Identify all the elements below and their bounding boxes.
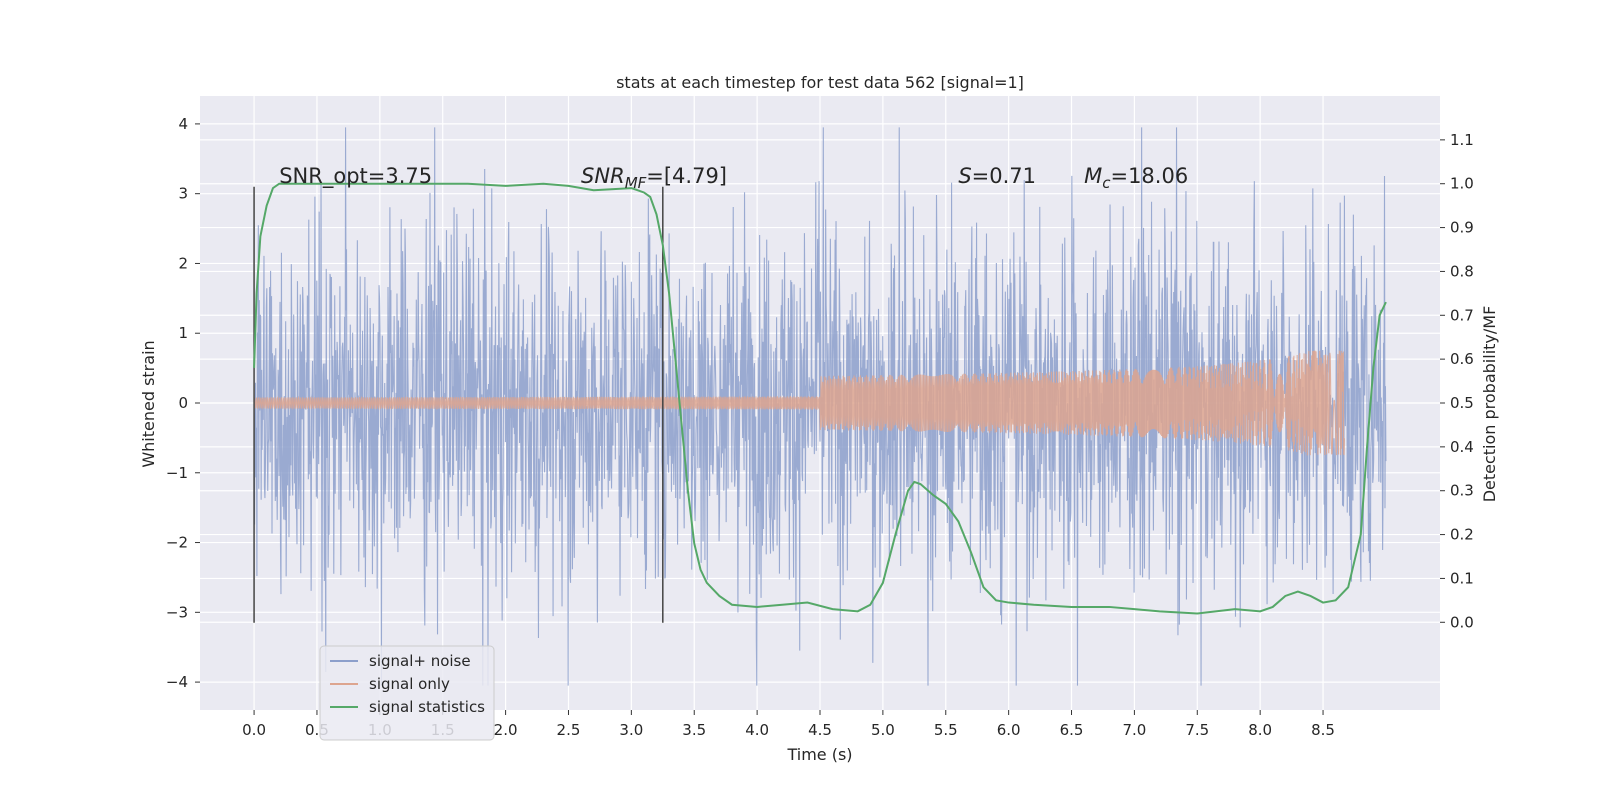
- legend-box: [319, 645, 495, 741]
- legend-label-signal-noise: signal+ noise: [369, 652, 471, 670]
- y-tick-label: 3: [178, 185, 188, 203]
- y-tick-label: −4: [166, 673, 188, 691]
- y-axis-title: Whitened strain: [139, 340, 158, 467]
- legend: signal+ noise signal only signal statist…: [319, 645, 495, 741]
- x-tick-label: 7.5: [1185, 721, 1209, 739]
- legend-label-signal-statistics: signal statistics: [369, 698, 485, 716]
- y2-tick-label: 0.5: [1450, 394, 1474, 412]
- chart-title: stats at each timestep for test data 562…: [616, 73, 1024, 92]
- x-axis-title: Time (s): [786, 745, 852, 764]
- x-tick-label: 3.0: [619, 721, 643, 739]
- y2-tick-label: 0.4: [1450, 438, 1474, 456]
- annotation-snr_mf: SNRMF=[4.79]: [581, 164, 727, 192]
- y-tick-label: −2: [166, 534, 188, 552]
- y2-tick-label: 1.0: [1450, 175, 1474, 193]
- annotation-s_value: S=0.71: [958, 164, 1036, 188]
- x-tick-label: 8.0: [1248, 721, 1272, 739]
- y2-tick-label: 0.6: [1450, 350, 1474, 368]
- annotations: SNR_opt=3.75 SNRMF=[4.79] S=0.71 Mc=18.06: [279, 164, 1188, 192]
- y-tick-label: 4: [178, 115, 188, 133]
- y-tick-label: 1: [178, 324, 188, 342]
- x-tick-label: 4.0: [745, 721, 769, 739]
- y-tick-label: −3: [166, 603, 188, 621]
- annotation-snr_opt: SNR_opt=3.75: [279, 164, 432, 189]
- x-tick-label: 5.0: [871, 721, 895, 739]
- legend-label-signal-only: signal only: [369, 675, 450, 693]
- x-tick-label: 6.5: [1060, 721, 1084, 739]
- y2-tick-label: 0.8: [1450, 262, 1474, 280]
- x-tick-label: 3.5: [682, 721, 706, 739]
- series-signal-only-line: [253, 350, 1345, 456]
- y2-tick-label: 0.7: [1450, 306, 1474, 324]
- series-signal-statistics-line: [253, 182, 1387, 615]
- x-tick-label: 7.0: [1122, 721, 1146, 739]
- x-tick-label: 2.5: [557, 721, 581, 739]
- y2-tick-label: 0.1: [1450, 569, 1474, 587]
- x-tick-label: 5.5: [934, 721, 958, 739]
- x-tick-label: 6.0: [997, 721, 1021, 739]
- y2-tick-label: 0.0: [1450, 613, 1474, 631]
- x-tick-label: 4.5: [808, 721, 832, 739]
- y2-tick-label: 0.2: [1450, 526, 1474, 544]
- x-tick-label: 8.5: [1311, 721, 1335, 739]
- data-layer: [253, 127, 1387, 686]
- y-tick-label: 2: [178, 254, 188, 272]
- annotation-mc_value: Mc=18.06: [1084, 164, 1188, 192]
- y2-tick-label: 1.1: [1450, 131, 1474, 149]
- y2-tick-label: 0.9: [1450, 219, 1474, 237]
- y-tick-label: −1: [166, 464, 188, 482]
- y2-axis-title: Detection probability/MF: [1480, 306, 1499, 503]
- x-tick-label: 2.0: [494, 721, 518, 739]
- y-tick-label: 0: [178, 394, 188, 412]
- y2-tick-label: 0.3: [1450, 482, 1474, 500]
- x-tick-label: 0.0: [242, 721, 266, 739]
